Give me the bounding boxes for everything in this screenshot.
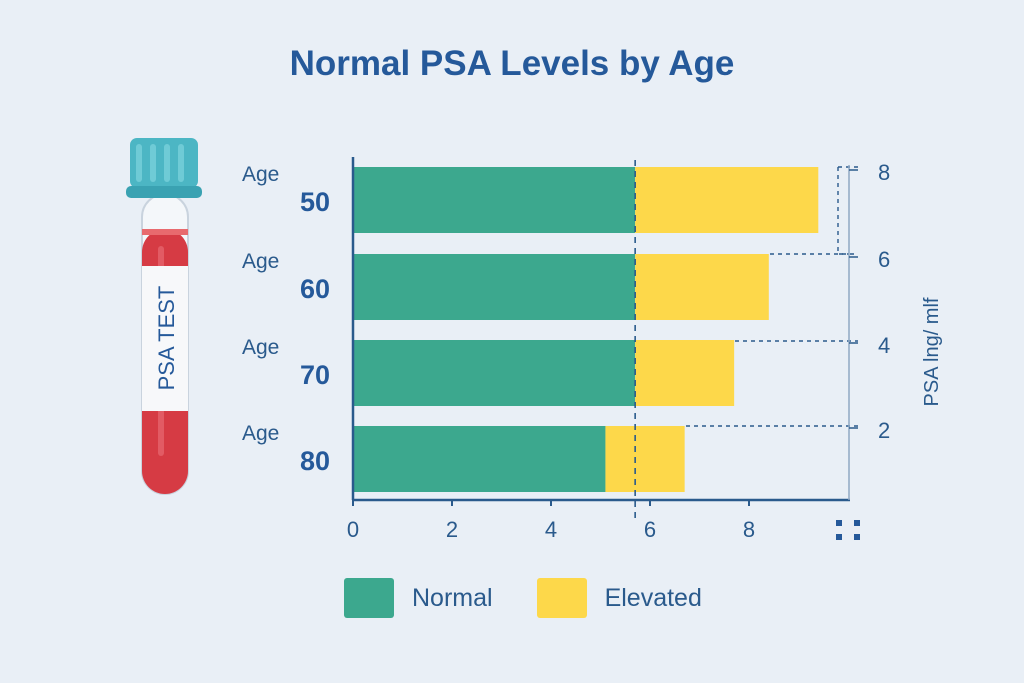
bar-elevated-age-50 bbox=[635, 167, 819, 233]
right-tick-label-4: 4 bbox=[878, 333, 890, 358]
legend-label-elevated: Elevated bbox=[604, 583, 702, 612]
bar-elevated-age-60 bbox=[635, 254, 769, 320]
category-label-80: 80 bbox=[300, 446, 330, 476]
legend-label-normal: Normal bbox=[412, 583, 493, 612]
legend-swatch-elevated bbox=[536, 578, 587, 618]
x-tick-label-4: 4 bbox=[545, 517, 557, 542]
right-axis-title: PSA lng/ mlf bbox=[921, 297, 943, 406]
bar-normal-age-50 bbox=[353, 167, 636, 233]
x-tick-label-2: 2 bbox=[446, 517, 458, 542]
tube-label: PSA TEST bbox=[154, 286, 179, 391]
category-prefix-80: Age bbox=[242, 422, 279, 445]
legend-swatch-normal bbox=[344, 578, 394, 618]
bar-normal-age-60 bbox=[353, 254, 636, 320]
legend-item-normal: Normal bbox=[344, 578, 493, 618]
chart-title: Normal PSA Levels by Age bbox=[289, 44, 735, 83]
right-tick-label-8: 8 bbox=[878, 160, 890, 185]
category-label-60: 60 bbox=[300, 274, 330, 304]
legend-item-elevated: Elevated bbox=[536, 578, 702, 618]
psa-test-tube-illustration: PSA TEST bbox=[126, 138, 202, 495]
chart-legend: Normal Elevated bbox=[344, 578, 746, 618]
connector-line-age-50 bbox=[837, 166, 858, 255]
category-prefix-60: Age bbox=[242, 250, 279, 273]
right-tick-label-2: 2 bbox=[878, 418, 890, 443]
x-tick-label-8: 8 bbox=[743, 517, 755, 542]
category-label-50: 50 bbox=[300, 187, 330, 217]
category-prefix-70: Age bbox=[242, 336, 279, 359]
category-label-70: 70 bbox=[300, 360, 330, 390]
bar-elevated-age-70 bbox=[635, 340, 735, 406]
bar-normal-age-80 bbox=[353, 426, 606, 492]
bar-elevated-age-80 bbox=[605, 426, 685, 492]
right-tick-label-6: 6 bbox=[878, 247, 890, 272]
bar-normal-age-70 bbox=[353, 340, 636, 406]
x-tick-label-0: 0 bbox=[347, 517, 359, 542]
x-tick-label-6: 6 bbox=[644, 517, 656, 542]
grid-dots-icon bbox=[836, 520, 860, 540]
category-prefix-50: Age bbox=[242, 163, 279, 186]
